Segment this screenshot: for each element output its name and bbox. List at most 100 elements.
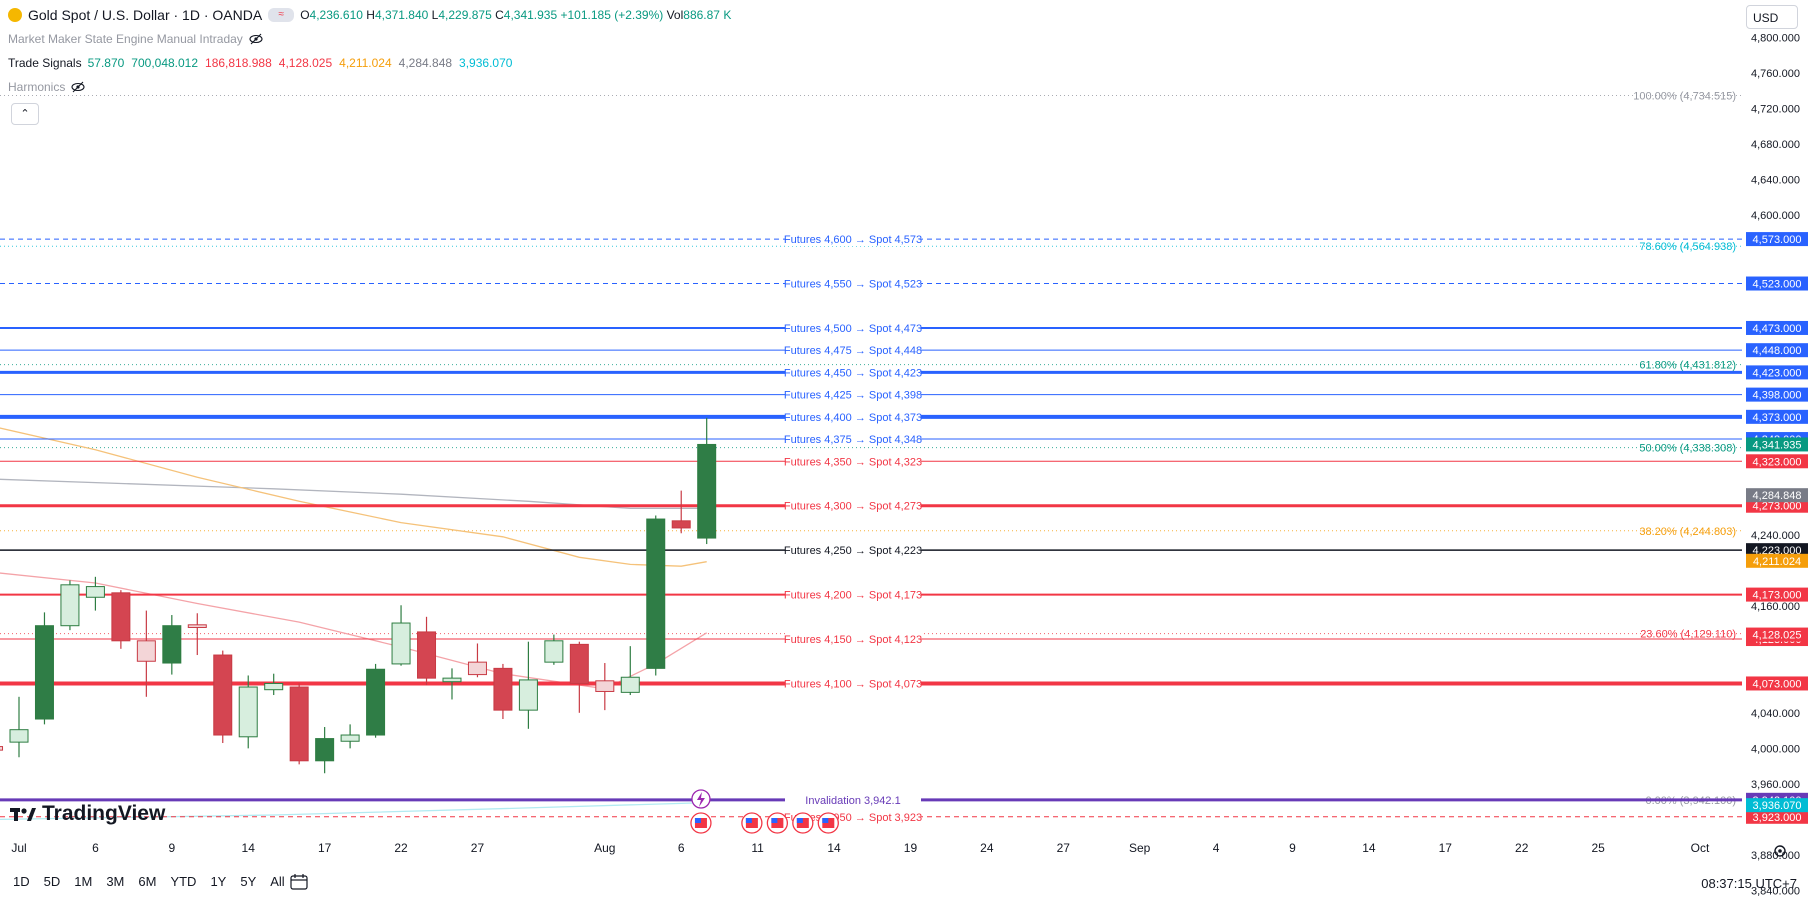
level-price-badge: 4,073.000 [1753,678,1802,690]
level-label-bg [785,676,921,691]
x-tick-label: 6 [678,841,685,855]
change-value: +101.185 (+2.39%) [560,8,664,22]
collapse-legend-button[interactable]: ⌃ [11,103,39,125]
candle-body [442,677,462,683]
level-price-badge-bg [1746,454,1808,469]
level-label-bg [785,498,921,513]
y-tick-label: 3,840.000 [1751,886,1800,898]
level-label-bg [785,365,921,380]
candle-body [646,518,666,669]
level-label-bg [785,543,921,558]
level-price-badge: 4,323.000 [1753,456,1802,468]
candle-body [518,679,538,711]
candle-body [0,746,4,751]
level-label-bg [785,387,921,402]
eye-off-icon[interactable] [249,32,263,46]
candle-body [85,586,105,598]
indicator-price-badge-bg [1746,553,1808,568]
timeframe-bar: 1D 5D 1M 3M 6M YTD 1Y 5Y All [13,874,285,889]
symbol-title[interactable]: Gold Spot / U.S. Dollar · 1D · OANDA [28,7,263,23]
chevron-up-icon: ⌃ [20,108,30,120]
indicator-price-badge-bg [1746,798,1808,813]
x-tick-label: 24 [980,841,994,855]
moving-average-line [0,801,707,821]
currency-select[interactable]: USD [1746,5,1798,29]
indicator-mmse-label: Market Maker State Engine Manual Intrada… [8,32,243,46]
trade-signal-value: 3,936.070 [459,56,513,70]
level-line-label: Futures 4,475 → Spot 4,448 [784,345,922,357]
lightning-icon [691,789,711,809]
moving-average-line [0,572,708,690]
level-price-badge-bg [1746,365,1808,380]
trade-signals-label: Trade Signals [8,56,82,70]
timeframe-6m[interactable]: 6M [138,874,157,889]
x-tick-label: Sep [1129,841,1151,855]
timeframe-1d[interactable]: 1D [13,874,30,889]
timeframe-3m[interactable]: 3M [106,874,125,889]
trade-signal-value: 4,211.024 [339,56,392,70]
tradingview-logo-text: TradingView [42,802,166,825]
level-line-label: Futures 4,500 → Spot 4,473 [784,323,922,335]
x-tick-label: 6 [92,841,99,855]
x-tick-label: Aug [594,841,615,855]
high-value: 4,371.840 [374,8,429,22]
timeframe-1m[interactable]: 1M [74,874,93,889]
fib-level-label: 100.00% (4,734.515) [1633,91,1736,103]
symbol-header: Gold Spot / U.S. Dollar · 1D · OANDA ≈ O… [8,7,731,23]
trade-signal-value: 57.870 [87,56,125,70]
timeframe-1y[interactable]: 1Y [210,874,227,889]
x-tick-label: Jul [11,841,26,855]
us-flag-canton [745,818,752,823]
x-tick-label: 25 [1591,841,1605,855]
x-tick-label: 11 [751,841,764,855]
level-label-bg [785,792,921,807]
candle-body [467,661,487,676]
level-price-badge-bg [1746,232,1808,247]
eye-off-icon[interactable] [71,80,85,94]
tradingview-logo-icon [10,808,36,821]
us-flag-canton [771,818,778,823]
x-tick-label: 14 [827,841,841,855]
timeframe-all[interactable]: All [270,874,285,889]
x-tick-label: 27 [471,841,485,855]
fib-level-label: 78.60% (4,564.938) [1639,241,1736,253]
level-label-bg [785,454,921,469]
fib-level-label: 61.80% (4,431.812) [1639,360,1736,372]
utc-clock[interactable]: 08:37:15 UTC+7 [1701,876,1797,891]
timeframe-ytd[interactable]: YTD [170,874,197,889]
x-tick-label: 17 [1439,841,1453,855]
x-tick-label: 14 [1362,841,1376,855]
level-line-label: Futures 4,425 → Spot 4,398 [784,390,922,402]
indicator-mmse[interactable]: Market Maker State Engine Manual Intrada… [8,32,263,46]
tradingview-logo[interactable]: TradingView [10,802,165,826]
level-line-label: Futures 4,200 → Spot 4,173 [784,590,922,602]
candle-body [136,640,156,662]
us-flag-canton [694,818,701,823]
level-price-badge: 4,173.000 [1753,590,1802,602]
y-tick-label: 4,800.000 [1751,32,1800,44]
candle-body [391,622,411,665]
indicator-trade-signals[interactable]: Trade Signals 57.870 700,048.012 186,818.9… [8,56,519,70]
y-tick-label: 4,000.000 [1751,743,1800,755]
x-tick-label: 19 [904,841,918,855]
trade-signal-value: 186,818.988 [205,56,272,70]
indicator-price-badge-bg [1746,488,1808,503]
high-label: H [366,8,375,22]
level-line-label: Futures 4,150 → Spot 4,123 [784,634,922,646]
level-price-badge-bg [1746,276,1808,291]
vol-value: 886.87 K [683,8,732,22]
timeframe-5d[interactable]: 5D [43,874,61,889]
fib-level-label: 38.20% (4,244.803) [1639,526,1736,538]
candle-body [417,631,437,679]
us-flag-icon [792,812,814,834]
candle-body [544,640,564,663]
indicator-price-badge: 4,211.024 [1753,556,1801,568]
level-line-label: Futures 4,400 → Spot 4,373 [784,412,922,424]
level-price-badge-bg [1746,587,1808,602]
indicator-harmonics[interactable]: Harmonics [8,80,85,94]
timeframe-5y[interactable]: 5Y [240,874,257,889]
us-flag-icon [690,812,712,834]
go-to-date-icon[interactable] [289,873,309,891]
